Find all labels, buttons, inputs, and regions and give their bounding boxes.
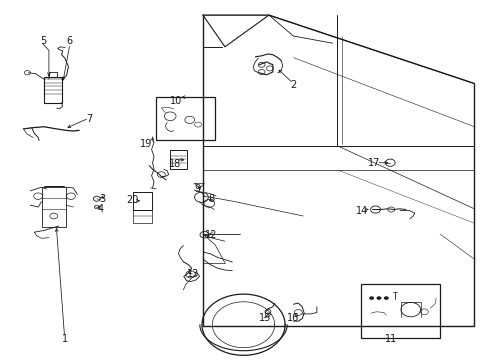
Text: 16: 16 (286, 312, 299, 323)
Text: 7: 7 (86, 114, 92, 124)
Bar (156, 97, 215, 140)
Text: 1: 1 (61, 334, 67, 344)
Circle shape (383, 296, 388, 300)
Bar (44, 77, 61, 103)
Text: 15: 15 (258, 312, 271, 323)
Bar (133, 192, 151, 210)
Text: 17: 17 (367, 158, 380, 168)
Text: 10: 10 (169, 96, 182, 106)
Text: 2: 2 (290, 80, 296, 90)
Bar (170, 150, 187, 169)
Bar (360, 284, 439, 338)
Text: 14: 14 (355, 206, 367, 216)
Text: 13: 13 (186, 269, 199, 279)
Text: 4: 4 (97, 204, 103, 214)
Text: 3: 3 (100, 194, 105, 204)
Circle shape (376, 296, 381, 300)
Text: 8: 8 (208, 194, 214, 204)
Text: 5: 5 (40, 36, 46, 46)
Text: 11: 11 (384, 334, 397, 344)
Circle shape (368, 296, 373, 300)
Text: 19: 19 (139, 139, 152, 149)
Text: 18: 18 (168, 159, 181, 169)
Text: 9: 9 (194, 184, 200, 194)
Bar (133, 210, 151, 223)
Text: 20: 20 (125, 195, 138, 205)
Bar (41, 187, 66, 227)
Text: 12: 12 (204, 230, 217, 240)
Text: 6: 6 (67, 36, 73, 46)
